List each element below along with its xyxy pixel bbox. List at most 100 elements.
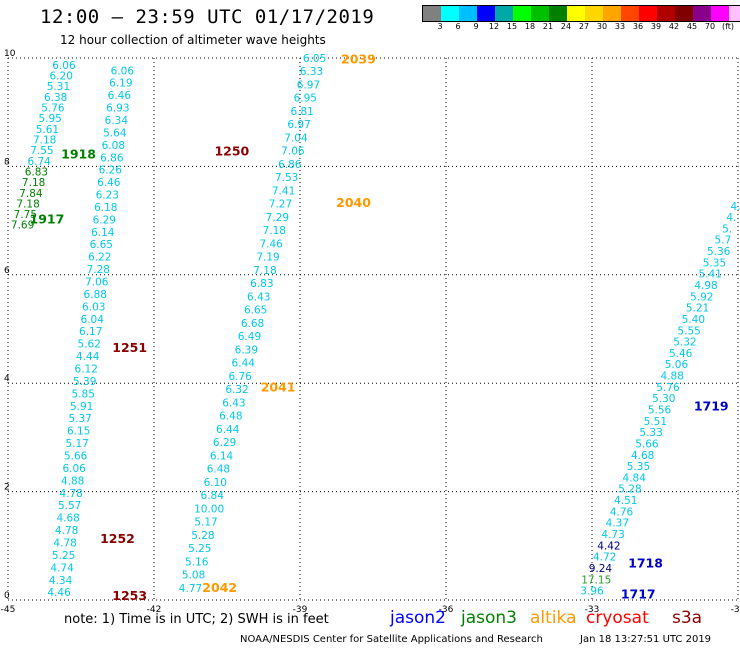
- colorbar-label: 6: [455, 22, 461, 31]
- pass-time-label: 2041: [261, 379, 296, 394]
- wave-height-value: 5.36: [707, 246, 731, 258]
- colorbar-label: 24: [560, 22, 572, 31]
- footer-credit: NOAA/NESDIS Center for Satellite Applica…: [240, 634, 543, 645]
- colorbar-swatch: [693, 6, 711, 21]
- y-tick-label: 10: [4, 49, 16, 59]
- wave-height-value: 6.43: [247, 291, 270, 303]
- wave-height-value: 4.72: [593, 552, 616, 564]
- wave-height-value: 7.75: [14, 209, 37, 221]
- y-tick-label: 4: [4, 374, 10, 384]
- page-title: 12:00 – 23:59 UTC 01/17/2019: [40, 6, 375, 28]
- wave-height-value: 4.88: [61, 475, 84, 487]
- wave-height-value: 5.61: [36, 124, 59, 136]
- wave-height-value: 5.: [722, 223, 732, 235]
- colorbar-swatch: [639, 6, 657, 21]
- wave-height-value: 5.08: [182, 570, 205, 582]
- colorbar-swatch: [711, 6, 729, 21]
- colorbar-label: 45: [686, 22, 698, 31]
- wave-height-value: 6.34: [105, 115, 129, 127]
- legend-s3a: s3a: [672, 608, 703, 628]
- y-tick-label: 0: [4, 591, 10, 601]
- wave-height-value: 5.46: [669, 348, 693, 360]
- wave-height-value: 6.05: [303, 53, 326, 65]
- y-tick-label: 8: [4, 157, 10, 167]
- wave-height-value: 6.48: [219, 411, 242, 423]
- wave-height-value: 4.46: [47, 587, 71, 599]
- wave-height-value: 6.14: [91, 227, 115, 239]
- wave-height-value: 6.43: [222, 397, 245, 409]
- wave-height-value: 5.76: [41, 102, 65, 114]
- colorbar-label: 12: [488, 22, 500, 31]
- colorbar-swatch: [603, 6, 621, 21]
- wave-height-value: 6.19: [109, 78, 132, 90]
- legend-jason3: jason3: [461, 608, 517, 628]
- wave-height-value: 5.92: [690, 291, 713, 303]
- wave-height-value: 4.68: [56, 513, 79, 525]
- wave-height-value: 6.65: [244, 305, 267, 317]
- wave-height-value: 7.18: [16, 198, 39, 210]
- wave-height-value: 6.38: [44, 92, 67, 104]
- wave-height-value: 5.37: [68, 413, 91, 425]
- wave-height-value: 5.51: [644, 416, 667, 428]
- wave-height-value: 7.69: [11, 220, 34, 232]
- colorbar-swatch: [675, 6, 693, 21]
- wave-height-value: 5.16: [185, 556, 209, 568]
- wave-height-value: 5.57: [58, 500, 81, 512]
- colorbar-label: 3: [437, 22, 443, 31]
- wave-height-value: 5.33: [639, 427, 662, 439]
- wave-height-value: 9.24: [589, 563, 613, 575]
- pass-time-label: 2039: [341, 51, 376, 66]
- colorbar-swatch: [657, 6, 675, 21]
- wave-height-value: 7.18: [253, 265, 276, 277]
- wave-height-value: 5.25: [52, 550, 75, 562]
- wave-height-value: 7.18: [33, 134, 56, 146]
- wave-height-value: 7.55: [30, 145, 53, 157]
- legend-jason2: jason2: [390, 608, 446, 628]
- wave-height-value: 6.29: [93, 214, 116, 226]
- wave-height-value: 6.12: [75, 364, 98, 376]
- x-tick-label: -36: [439, 605, 454, 615]
- wave-height-value: 6.06: [111, 65, 135, 77]
- wave-height-value: 6.20: [50, 70, 73, 82]
- colorbar-swatch: [585, 6, 603, 21]
- wave-height-value: 6.26: [99, 165, 123, 177]
- wave-height-value: 6.88: [84, 289, 107, 301]
- wave-height-value: 3.96: [580, 586, 604, 598]
- colorbar-swatch: [423, 6, 441, 21]
- legend-cryosat: cryosat: [586, 608, 649, 628]
- wave-height-value: 5.06: [665, 359, 689, 371]
- pass-time-label: 1718: [628, 555, 663, 570]
- colorbar-label: 30: [596, 22, 608, 31]
- wave-height-value: 7.41: [272, 185, 295, 197]
- note-text: note: 1) Time is in UTC; 2) SWH is in fe…: [64, 612, 329, 627]
- wave-height-value: 6.29: [213, 437, 236, 449]
- x-tick-label: -39: [293, 605, 308, 615]
- colorbar-label: 42: [668, 22, 680, 31]
- colorbar-swatch: [621, 6, 639, 21]
- wave-height-value: 4.84: [623, 472, 647, 484]
- wave-height-value: 5.35: [627, 461, 650, 473]
- wave-height-value: 5.66: [635, 438, 659, 450]
- wave-height-value: 5.31: [47, 81, 70, 93]
- colorbar-swatch: [459, 6, 477, 21]
- pass-time-label: 1251: [112, 340, 147, 355]
- colorbar-swatch: [567, 6, 585, 21]
- wave-height-value: 6.95: [294, 93, 317, 105]
- wave-height-value: 5.28: [191, 530, 214, 542]
- legend-altika: altika: [530, 608, 577, 628]
- wave-height-value: 4.76: [610, 506, 634, 518]
- colorbar-swatch: [477, 6, 495, 21]
- wave-height-value: 5.25: [188, 543, 211, 555]
- wave-height-value: 6.65: [90, 239, 113, 251]
- wave-height-value: 7.18: [263, 225, 286, 237]
- colorbar: [422, 5, 740, 22]
- wave-height-value: 6.15: [67, 426, 90, 438]
- wave-height-value: 7.06: [281, 146, 305, 158]
- wave-height-value: 6.97: [287, 119, 310, 131]
- pass-time-label: 1250: [214, 144, 249, 159]
- pass-time-label: 1252: [100, 531, 135, 546]
- wave-height-value: 6.06: [62, 463, 86, 475]
- pass-time-label: 2042: [202, 580, 237, 595]
